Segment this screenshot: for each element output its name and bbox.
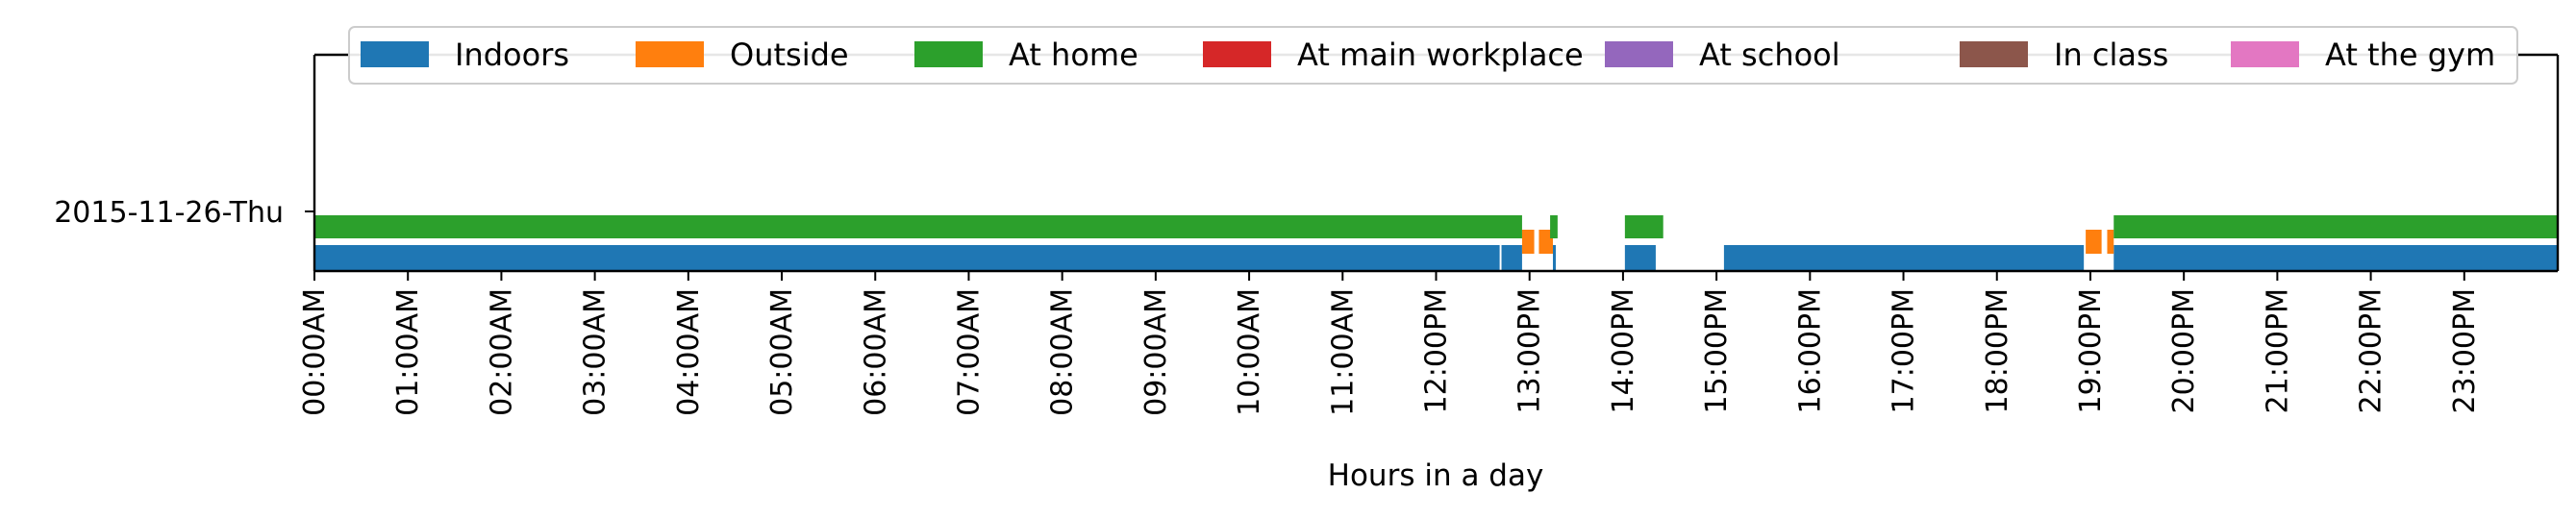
x-tick-label-10: 10:00AM <box>1233 288 1266 416</box>
x-tick-label-3: 03:00AM <box>579 288 613 416</box>
x-tick-label-14: 14:00PM <box>1607 288 1640 413</box>
x-tick-label-9: 09:00AM <box>1139 288 1173 416</box>
x-tick-label-4: 04:00AM <box>672 288 706 416</box>
legend-swatch-indoors <box>361 41 429 67</box>
legend-swatch-at-the-gym <box>2231 41 2299 67</box>
bar-indoors-0 <box>314 245 1500 270</box>
x-tick-label-5: 05:00AM <box>765 288 799 416</box>
legend-swatch-at-home <box>914 41 983 67</box>
x-tick-label-2: 02:00AM <box>485 288 518 416</box>
x-tick-label-13: 13:00PM <box>1513 288 1547 413</box>
x-axis-label: Hours in a day <box>1328 458 1544 493</box>
legend-label-at-school: At school <box>1699 37 1840 73</box>
legend-frame <box>348 26 2518 85</box>
legend-label-outside: Outside <box>730 37 849 73</box>
x-tick-label-18: 18:00PM <box>1981 288 2014 413</box>
x-tick-label-1: 01:00AM <box>391 288 425 416</box>
x-tick-label-6: 06:00AM <box>859 288 892 416</box>
x-tick-label-8: 08:00AM <box>1046 288 1080 416</box>
plot-axes <box>313 53 2560 273</box>
legend-label-at-the-gym: At the gym <box>2325 37 2495 73</box>
x-ticks: 00:00AM 01:00AM 02:00AM 03:00AM 04:00AM 05:00… <box>298 271 2482 416</box>
bar-outside-2 <box>2086 230 2102 254</box>
x-tick-label-15: 15:00PM <box>1700 288 1734 413</box>
legend-label-in-class: In class <box>2054 37 2168 73</box>
bar-outside-1 <box>1538 230 1554 254</box>
x-tick-label-7: 07:00AM <box>952 288 986 416</box>
bar-at-home-0 <box>314 215 1522 238</box>
bar-indoors-5 <box>2113 245 2558 270</box>
legend-label-at-main-workplace: At main workplace <box>1297 37 1584 73</box>
bar-outside-0 <box>1521 230 1535 254</box>
x-tick-label-22: 22:00PM <box>2355 288 2388 413</box>
x-tick-label-17: 17:00PM <box>1888 288 1921 413</box>
bar-indoors-3 <box>1624 245 1656 270</box>
x-tick-label-11: 11:00AM <box>1326 288 1360 416</box>
legend-swatch-at-school <box>1605 41 1673 67</box>
activity-bars <box>314 215 2558 270</box>
legend-swatch-in-class <box>1960 41 2028 67</box>
x-tick-label-16: 16:00PM <box>1793 288 1827 413</box>
x-tick-label-12: 12:00PM <box>1420 288 1454 413</box>
x-tick-label-20: 20:00PM <box>2167 288 2201 413</box>
bar-indoors-2 <box>1553 245 1557 270</box>
legend-swatch-at-main-workplace <box>1203 41 1271 67</box>
x-tick-label-0: 00:00AM <box>298 288 332 416</box>
bar-outside-3 <box>2107 230 2114 254</box>
legend-label-indoors: Indoors <box>455 37 569 73</box>
legend: Indoors Outside At home At main workplace At… <box>348 26 2518 85</box>
x-tick-label-19: 19:00PM <box>2074 288 2108 413</box>
bar-at-home-3 <box>2113 215 2558 238</box>
bar-indoors-4 <box>1723 245 2085 270</box>
legend-label-at-home: At home <box>1009 37 1138 73</box>
x-tick-label-23: 23:00PM <box>2448 288 2482 413</box>
bar-at-home-1 <box>1550 215 1558 238</box>
bar-at-home-2 <box>1624 215 1663 238</box>
y-ticks: 2015-11-26-Thu <box>54 196 314 230</box>
y-tick-label-day: 2015-11-26-Thu <box>54 196 284 230</box>
legend-swatch-outside <box>636 41 704 67</box>
bar-indoors-1 <box>1501 245 1522 270</box>
x-tick-label-21: 21:00PM <box>2261 288 2294 413</box>
